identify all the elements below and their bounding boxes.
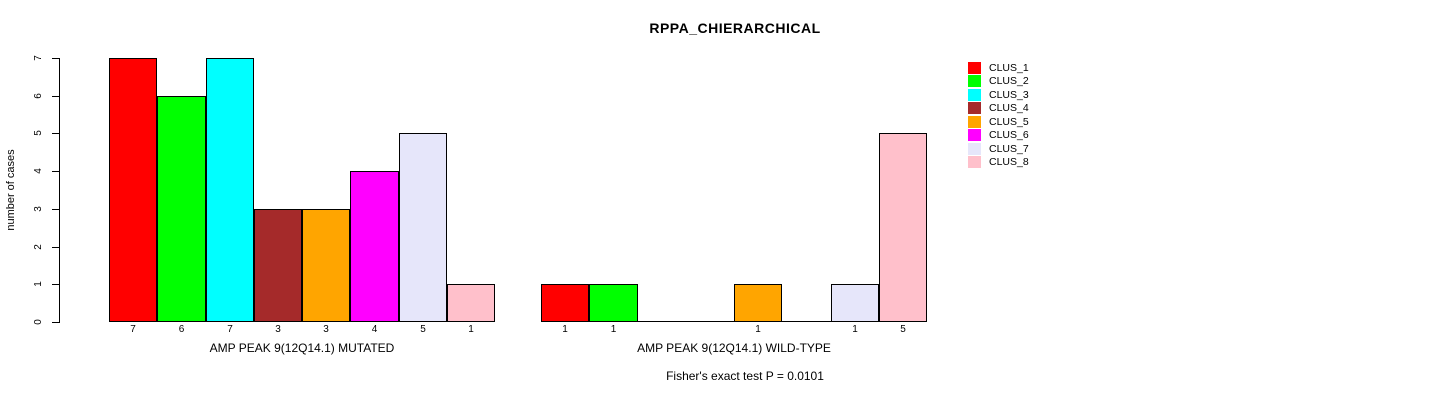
bar-mutated-clus_5: [302, 209, 350, 322]
legend-item-clus_1: CLUS_1: [968, 61, 1029, 75]
legend-label: CLUS_7: [989, 142, 1029, 155]
legend-label: CLUS_5: [989, 115, 1029, 128]
legend-label: CLUS_3: [989, 88, 1029, 101]
bar-value-label: 1: [755, 324, 761, 335]
bar-value-label: 1: [852, 324, 858, 335]
legend-item-clus_4: CLUS_4: [968, 102, 1029, 116]
legend-label: CLUS_4: [989, 102, 1029, 115]
y-tick: [52, 322, 59, 323]
legend-swatch-clus_2: [968, 75, 981, 88]
legend-label: CLUS_6: [989, 129, 1029, 142]
y-tick-label: 2: [33, 244, 44, 250]
legend-label: CLUS_8: [989, 156, 1029, 169]
bar-wild-type-clus_2: [589, 284, 638, 322]
legend-label: CLUS_2: [989, 75, 1029, 88]
legend-swatch-clus_6: [968, 129, 981, 142]
bar-mutated-clus_1: [109, 58, 157, 322]
y-tick-label: 3: [33, 206, 44, 212]
y-tick-label: 5: [33, 130, 44, 136]
legend-swatch-clus_3: [968, 88, 981, 101]
y-tick: [52, 171, 59, 172]
y-tick-label: 4: [33, 168, 44, 174]
bar-mutated-clus_4: [254, 209, 302, 322]
bar-value-label: 1: [610, 324, 617, 335]
x-axis-label-mutated: AMP PEAK 9(12Q14.1) MUTATED: [209, 341, 395, 355]
legend: CLUS_1 CLUS_2 CLUS_3 CLUS_4 CLUS_5 CLUS_6 CLUS…: [968, 61, 1029, 169]
zero-bar-wild-type-clus_4: [686, 321, 734, 322]
y-tick-label: 1: [33, 281, 44, 287]
bar-value-label: 5: [420, 324, 426, 335]
y-tick: [52, 96, 59, 97]
y-tick: [52, 133, 59, 134]
y-axis-label: number of cases: [5, 149, 17, 231]
bar-wild-type-clus_5: [734, 284, 782, 322]
bar-mutated-clus_2: [157, 96, 206, 322]
y-tick-label: 0: [33, 319, 44, 325]
y-tick-label: 7: [33, 55, 44, 61]
legend-item-clus_3: CLUS_3: [968, 88, 1029, 102]
bar-value-label: 5: [900, 324, 906, 335]
bar-mutated-clus_8: [447, 284, 495, 322]
y-tick: [52, 247, 59, 248]
bar-value-label: 1: [468, 324, 474, 335]
chart-title: RPPA_CHIERARCHICAL: [649, 20, 821, 36]
bar-value-label: 7: [227, 324, 233, 335]
legend-swatch-clus_8: [968, 156, 981, 169]
bar-value-label: 7: [130, 324, 136, 335]
bar-value-label: 6: [178, 324, 185, 335]
legend-item-clus_2: CLUS_2: [968, 75, 1029, 89]
fisher-test-annotation: Fisher's exact test P = 0.0101: [666, 369, 824, 383]
y-tick: [52, 284, 59, 285]
bar-wild-type-clus_7: [831, 284, 879, 322]
bar-value-label: 4: [371, 324, 378, 335]
legend-swatch-clus_4: [968, 102, 981, 115]
y-tick-label: 6: [33, 93, 44, 99]
legend-swatch-clus_1: [968, 61, 981, 74]
legend-label: CLUS_1: [989, 61, 1029, 74]
y-tick: [52, 209, 59, 210]
legend-item-clus_7: CLUS_7: [968, 142, 1029, 156]
bar-value-label: 3: [275, 324, 281, 335]
bar-value-label: 3: [323, 324, 329, 335]
legend-swatch-clus_7: [968, 142, 981, 155]
zero-bar-wild-type-clus_3: [638, 321, 686, 322]
x-axis-label-wild-type: AMP PEAK 9(12Q14.1) WILD-TYPE: [637, 341, 831, 355]
bar-wild-type-clus_1: [541, 284, 589, 322]
y-axis-line: [59, 58, 60, 323]
legend-item-clus_5: CLUS_5: [968, 115, 1029, 129]
legend-item-clus_8: CLUS_8: [968, 156, 1029, 170]
legend-item-clus_6: CLUS_6: [968, 129, 1029, 143]
y-tick: [52, 58, 59, 59]
bar-mutated-clus_7: [399, 133, 447, 322]
bar-value-label: 1: [562, 324, 568, 335]
legend-swatch-clus_5: [968, 115, 981, 128]
bar-wild-type-clus_8: [879, 133, 927, 322]
bar-mutated-clus_3: [206, 58, 254, 322]
zero-bar-wild-type-clus_6: [782, 321, 831, 322]
bar-mutated-clus_6: [350, 171, 399, 322]
